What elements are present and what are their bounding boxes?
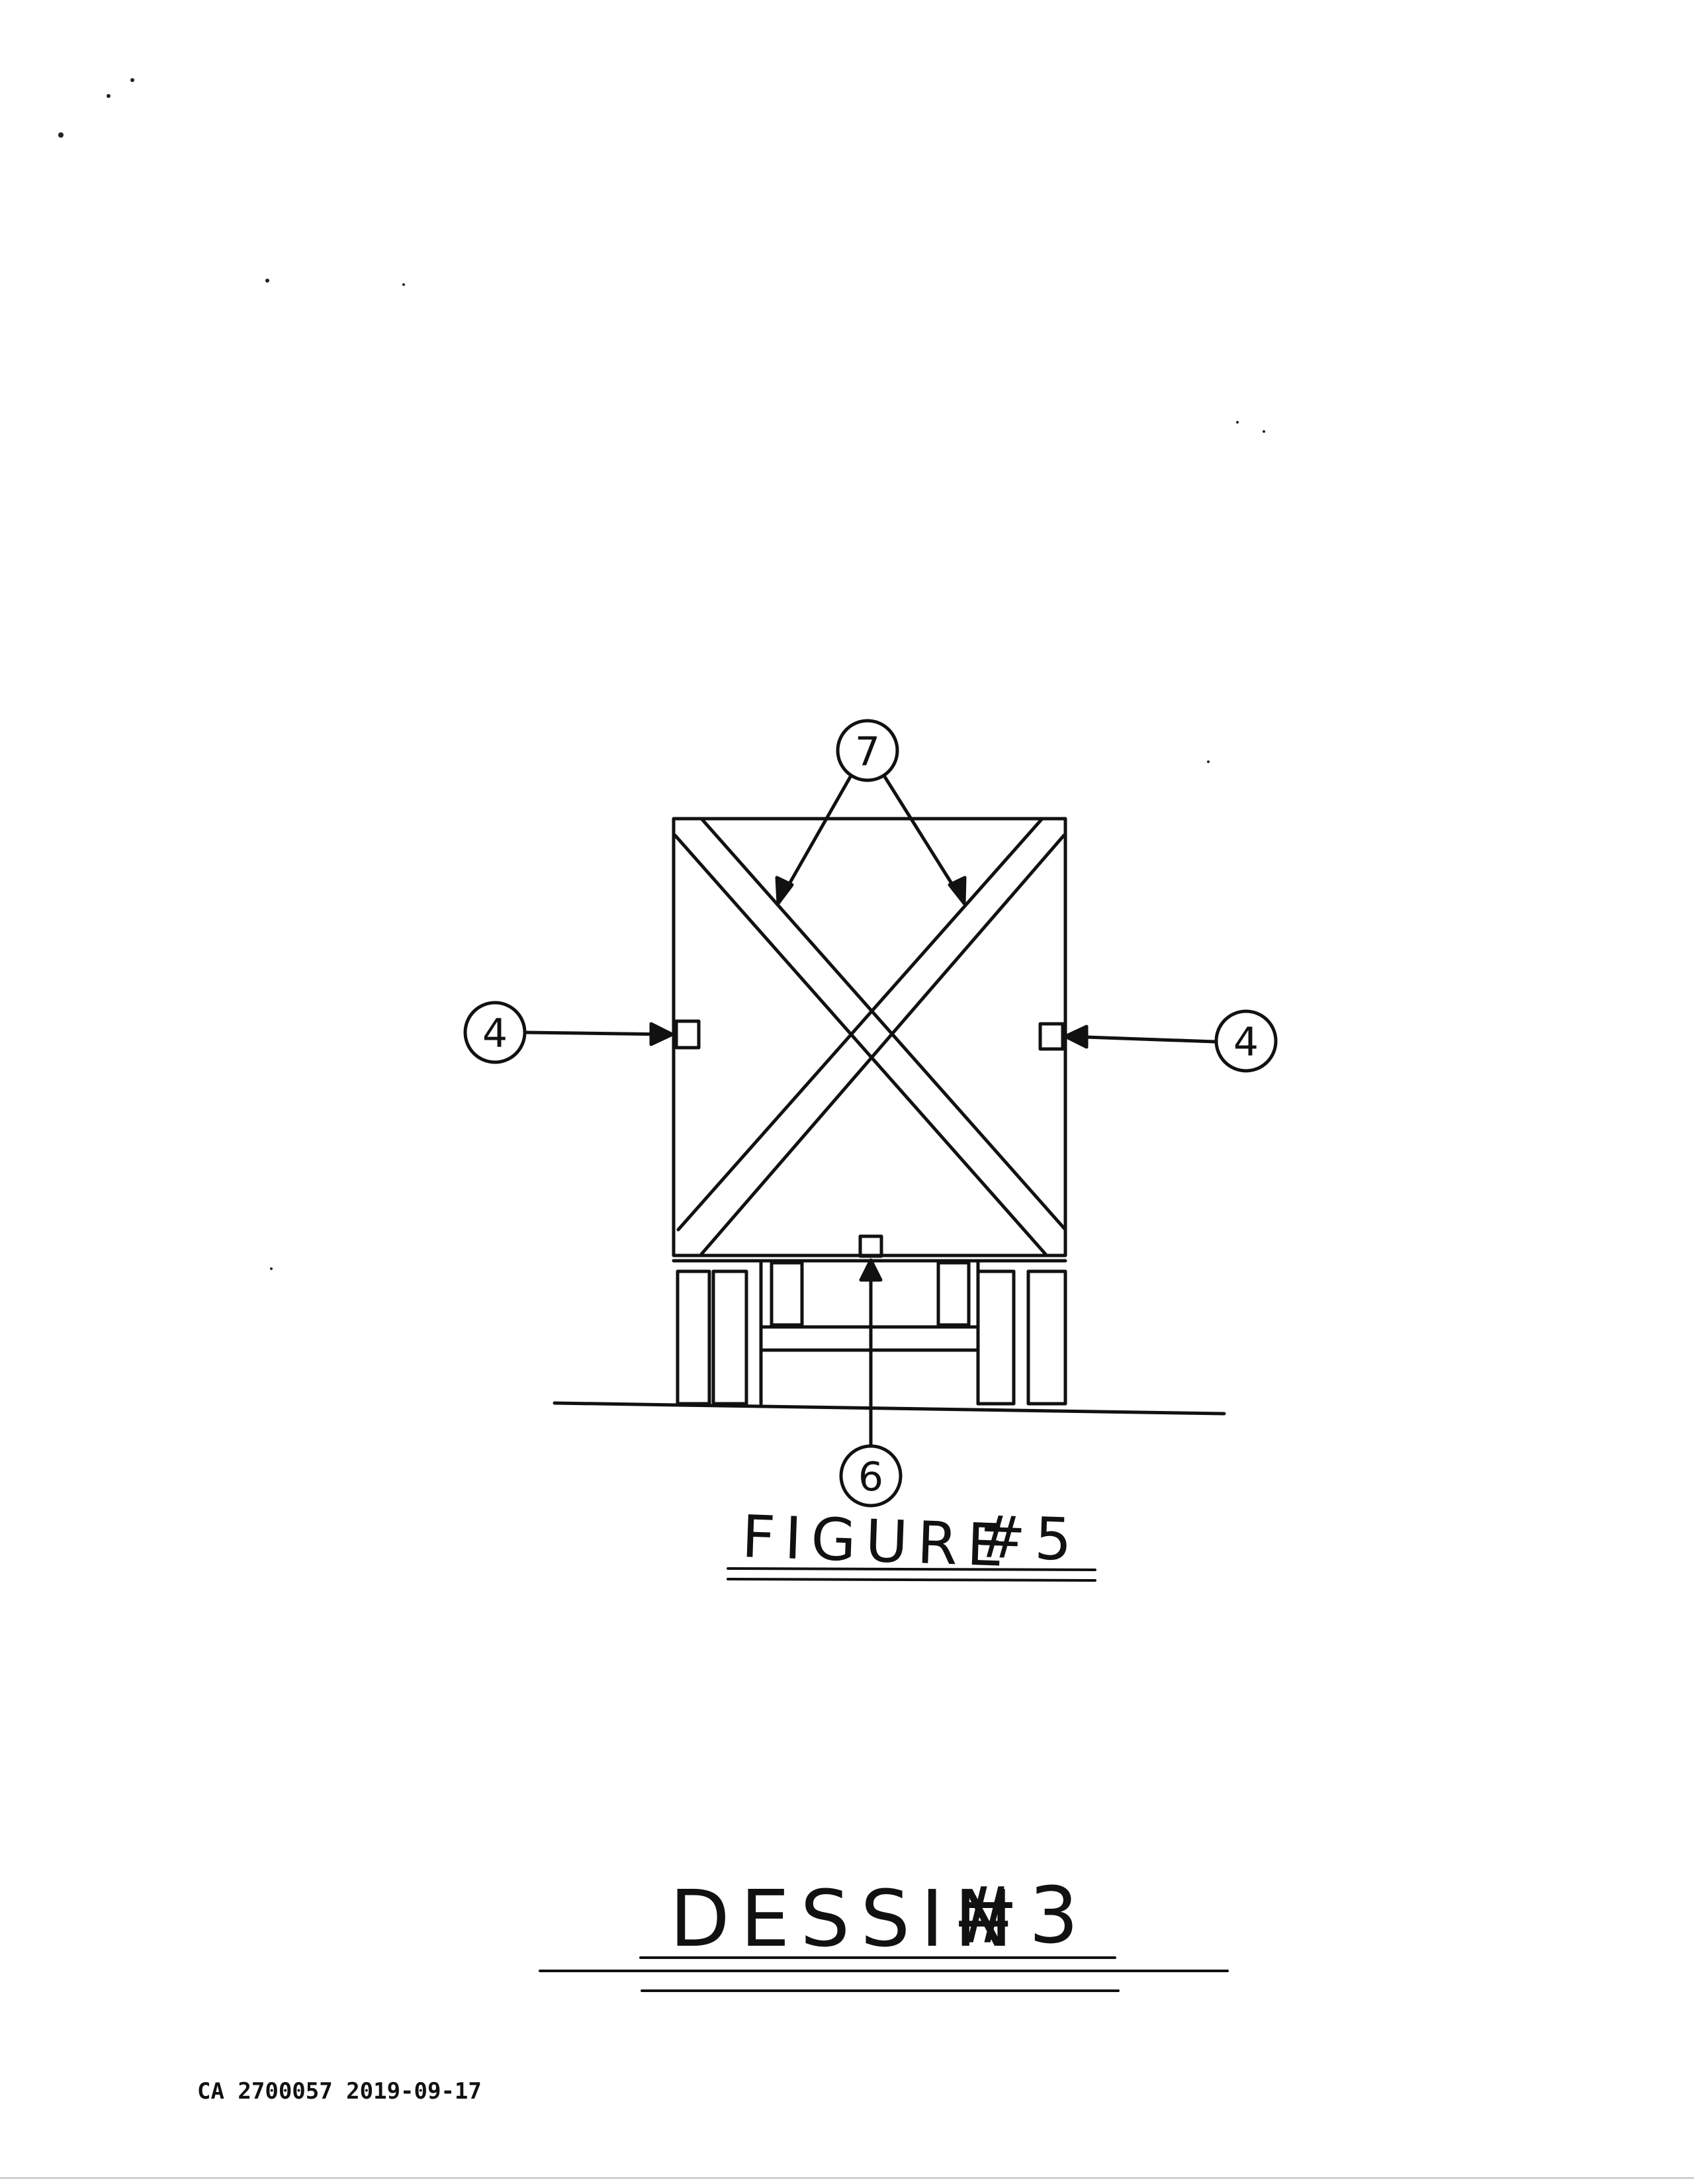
right-side-light [1040, 1024, 1063, 1049]
document-number: CA 2700057 2019-09-17 [197, 2078, 482, 2105]
page-bottom-rule [0, 2177, 1694, 2179]
ground-line [555, 1403, 1224, 1414]
callout-label-4-left: 4 [482, 1011, 508, 1057]
figure-caption-word: FIGURE [740, 1502, 1014, 1580]
leader-lines [525, 776, 1215, 1445]
reflective-strip-band-right [678, 819, 1064, 1254]
rear-center-light [860, 1236, 881, 1256]
scan-specks [58, 78, 1265, 1270]
cargo-box-outline [674, 819, 1065, 1255]
left-side-light [676, 1021, 699, 1048]
callout-label-4-right: 4 [1233, 1019, 1259, 1066]
callout-label-7: 7 [855, 729, 880, 775]
figure-caption-number: #5 [975, 1502, 1082, 1574]
drawing-caption-number: #3 [953, 1870, 1089, 1961]
callout-label-6: 6 [858, 1454, 883, 1500]
arrow-heads [651, 878, 1087, 1280]
reflective-strip-band-left [675, 819, 1065, 1254]
